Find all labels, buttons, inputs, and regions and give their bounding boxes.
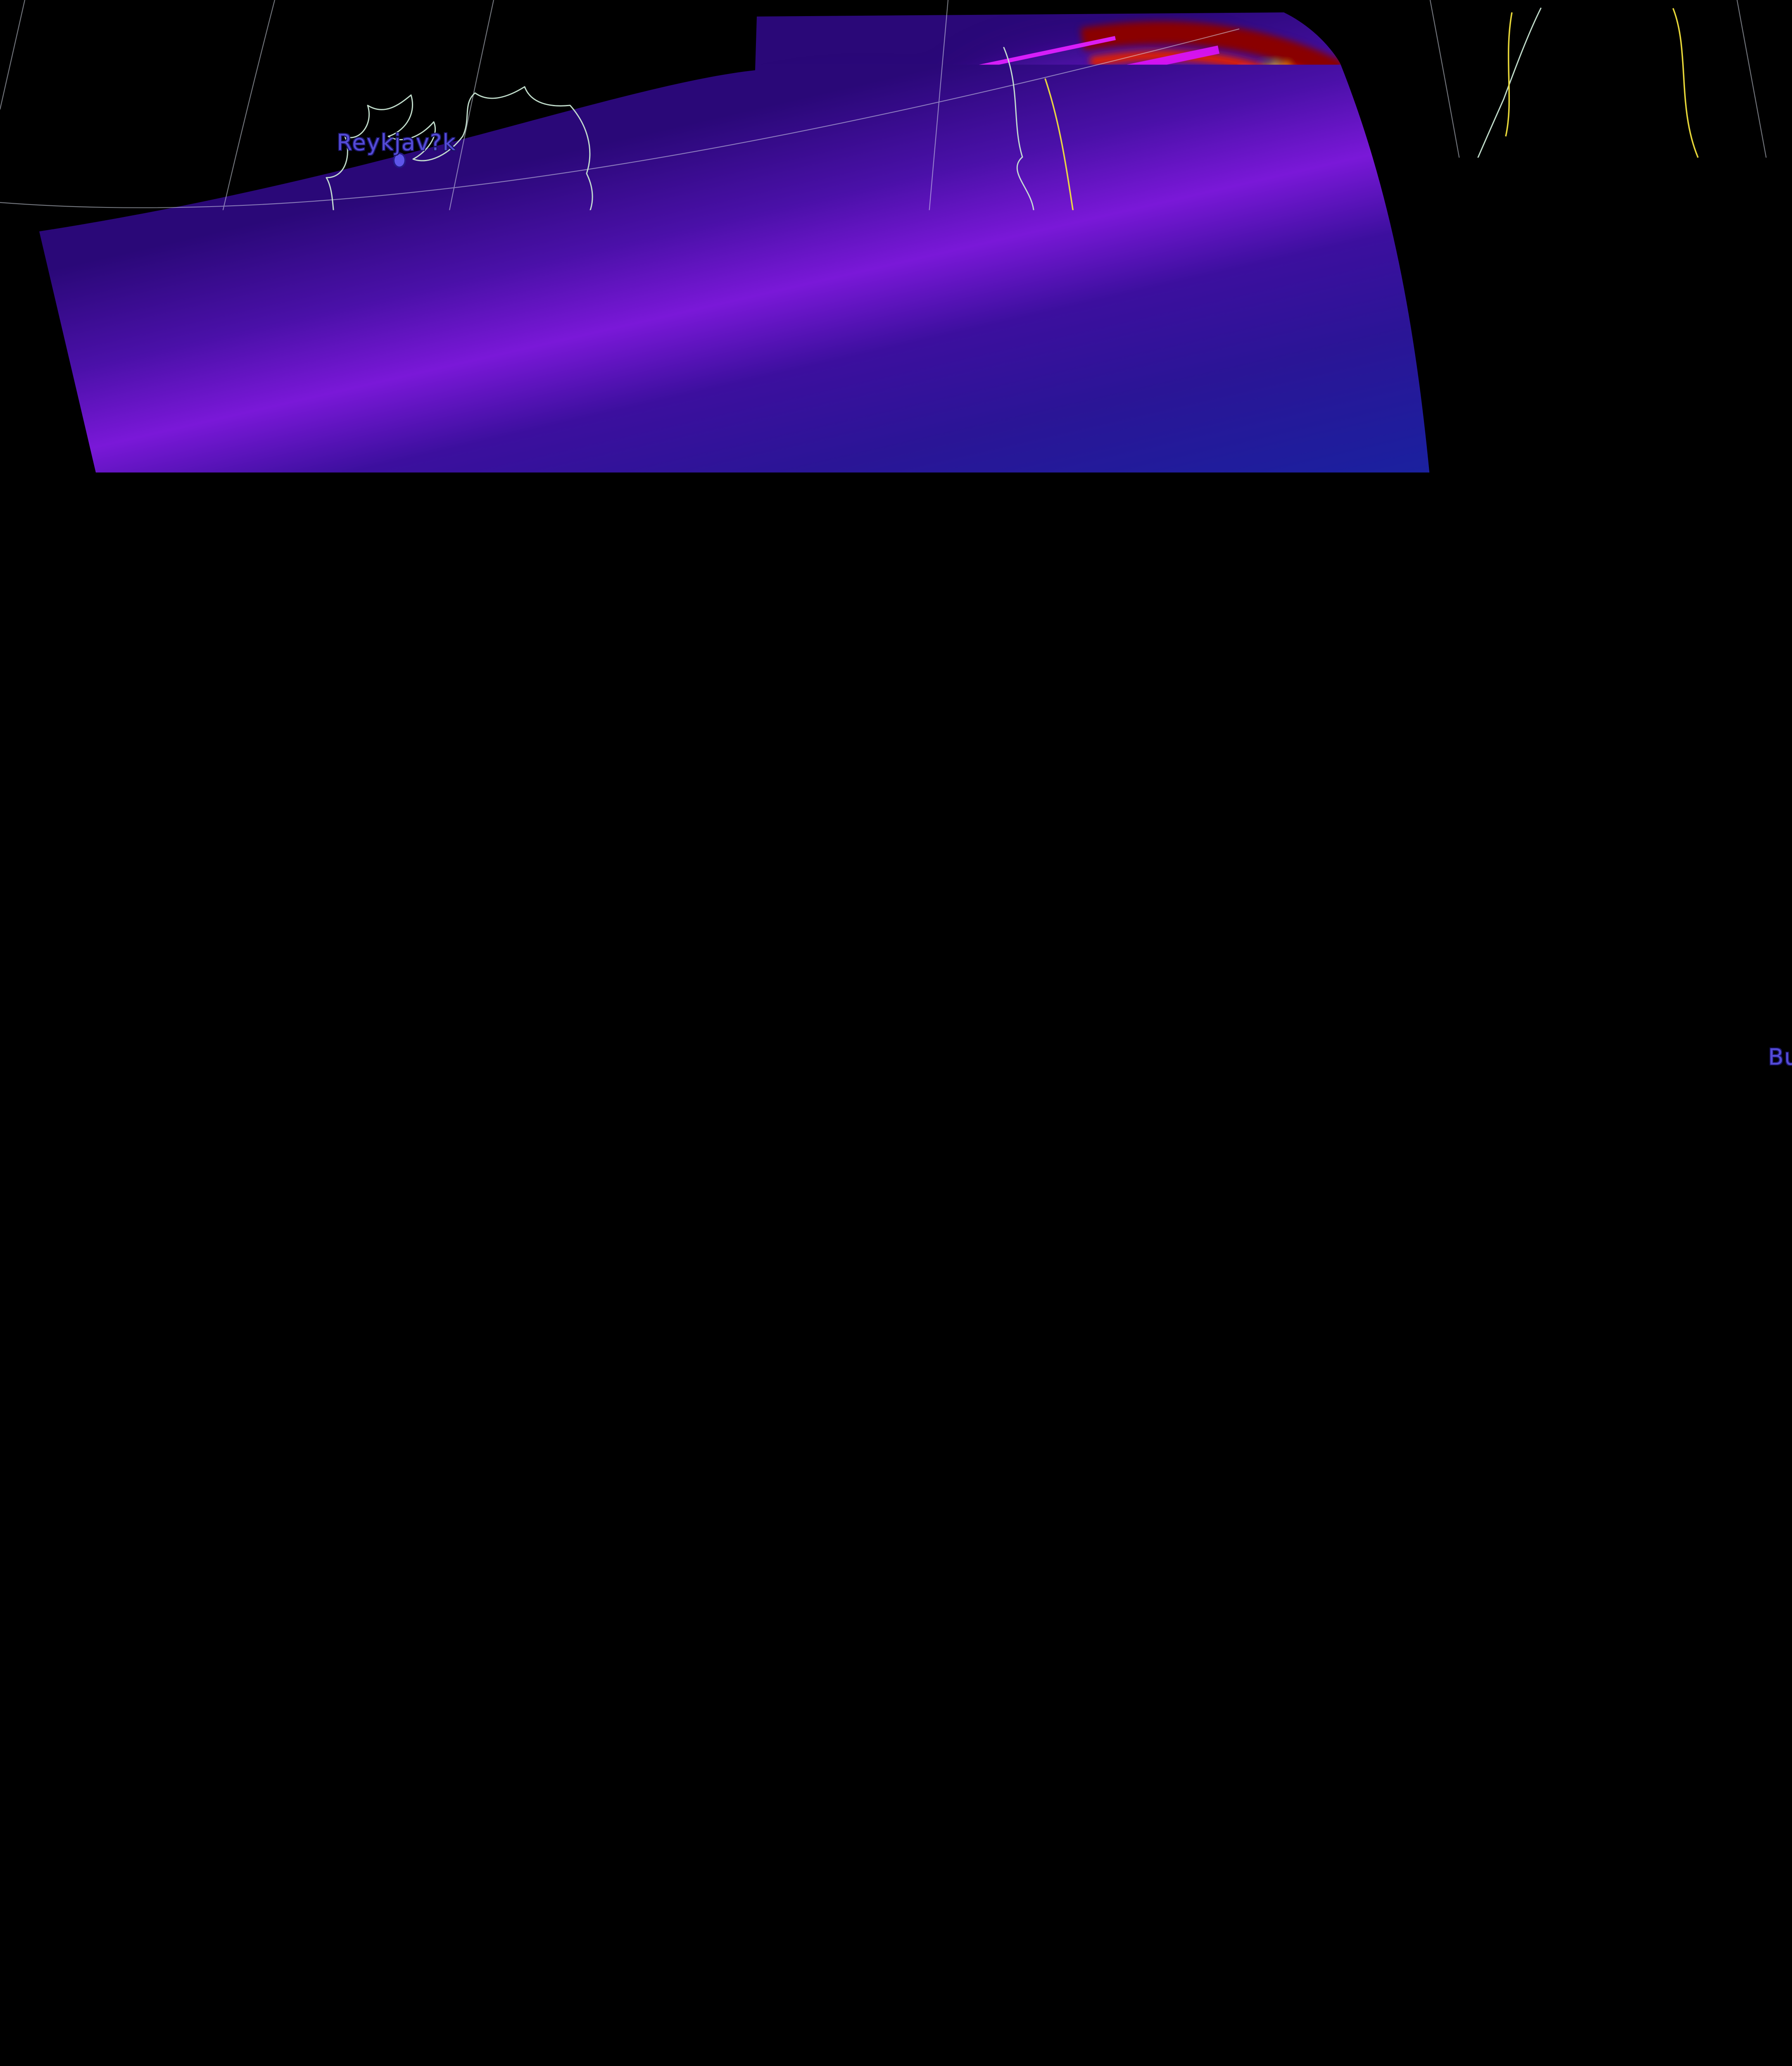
city-label: Amsterdam bbox=[977, 795, 1113, 821]
city-label: Prague bbox=[1106, 833, 1189, 859]
city-label: Helsinki bbox=[1465, 286, 1559, 312]
city-label: Madrid bbox=[709, 1413, 791, 1439]
city-label: Tallinn bbox=[1477, 324, 1554, 350]
city-label: Zagreb bbox=[1238, 1033, 1323, 1059]
city-label: Oslo bbox=[1131, 381, 1183, 407]
city-dot bbox=[1529, 780, 1542, 795]
city-dot bbox=[1469, 976, 1482, 991]
city-label: Paris bbox=[932, 913, 990, 939]
city-label: Reykjav?k bbox=[337, 130, 456, 156]
city-label: Luxembourg bbox=[946, 879, 1093, 905]
city-dot bbox=[1604, 588, 1617, 604]
city-label: Tunis bbox=[1283, 1572, 1343, 1598]
city-dot bbox=[1675, 608, 1688, 624]
city-dot bbox=[1352, 400, 1366, 416]
city-label: Dublin bbox=[661, 704, 737, 730]
city-label: Algiers bbox=[986, 1596, 1068, 1622]
city-dot bbox=[1559, 471, 1572, 486]
city-label: Warsaw bbox=[1488, 755, 1580, 781]
city-label: Budapest bbox=[1496, 966, 1608, 993]
city-label: Lisbon bbox=[491, 1484, 568, 1510]
city-label: Bu bbox=[1768, 1044, 1792, 1070]
city-label: London bbox=[845, 778, 932, 804]
city-label: Andorra bbox=[905, 1302, 999, 1328]
city-label: Sarajevo bbox=[1396, 1123, 1500, 1150]
city-label: Monaco bbox=[1123, 1225, 1215, 1251]
city-label: Vilnius bbox=[1571, 562, 1649, 588]
city-label: Tirana bbox=[1449, 1207, 1524, 1233]
city-label: San Marino bbox=[1306, 1195, 1439, 1221]
city-dot bbox=[1352, 1321, 1366, 1337]
city-label: Valletta bbox=[1455, 1579, 1546, 1605]
city-dot bbox=[1414, 975, 1428, 990]
city-label: Rabat bbox=[567, 1733, 636, 1759]
city-label: Tripoli bbox=[1430, 1732, 1502, 1758]
city-dot bbox=[1549, 997, 1562, 1013]
city-label: Riga bbox=[1527, 445, 1580, 471]
city-label: Stockholm bbox=[1293, 376, 1418, 402]
city-label: Vatican City bbox=[1332, 1297, 1475, 1323]
city-label: Belgrade bbox=[1422, 1071, 1529, 1097]
satellite-pass-image: Reykjav?k Helsinki Tallinn Oslo Stockholm Rig… bbox=[0, 0, 1792, 2066]
ground-station-cross-marker: + bbox=[1295, 744, 1329, 790]
city-label: K?benhavn bbox=[1188, 590, 1319, 616]
city-label: Vaduz bbox=[1133, 1011, 1204, 1037]
city-label: Minsk bbox=[1648, 582, 1716, 608]
city-label: Skopje bbox=[1481, 1170, 1560, 1196]
city-label: Brussels bbox=[957, 839, 1057, 865]
